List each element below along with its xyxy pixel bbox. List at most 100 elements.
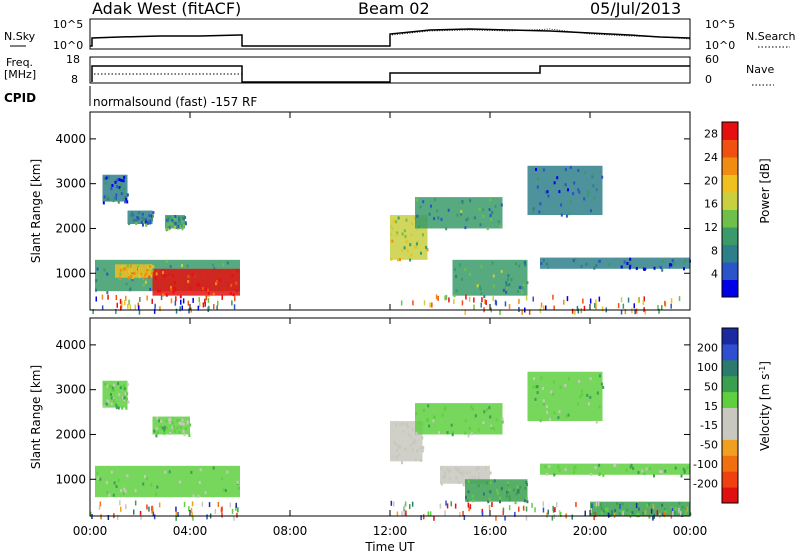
clutter-cell	[234, 296, 236, 302]
clutter-cell	[495, 300, 498, 306]
echo-cell	[592, 184, 595, 188]
echo-cell	[446, 431, 449, 435]
clutter-cell	[542, 507, 545, 513]
echo-cell	[438, 431, 440, 434]
echo-cell	[105, 481, 108, 485]
echo-cell	[182, 429, 185, 433]
echo-cell	[126, 474, 129, 478]
clutter-cell	[175, 511, 177, 517]
echo-cell	[482, 421, 485, 425]
echo-cell	[446, 467, 449, 471]
echo-cell	[166, 215, 169, 219]
clutter-cell	[431, 302, 433, 308]
colorbar-swatch	[722, 375, 738, 393]
colorbar-tick-label: 20	[704, 174, 718, 187]
echo-cell	[114, 401, 117, 405]
echo-cell	[448, 469, 451, 473]
echo-cell	[199, 468, 202, 472]
clutter-cell	[480, 302, 482, 308]
echo-cell	[132, 213, 135, 217]
power-x-ticks	[89, 112, 691, 310]
clutter-cell	[235, 502, 237, 508]
echo-cell	[514, 501, 517, 505]
echo-cell	[144, 218, 147, 222]
echo-cell	[103, 177, 106, 181]
echo-cell	[520, 290, 523, 294]
echo-region	[527, 165, 603, 216]
echo-cell	[626, 262, 629, 265]
echo-cell	[128, 269, 131, 273]
echo-cell	[643, 472, 646, 475]
echo-cell	[553, 181, 556, 185]
echo-cell	[673, 262, 676, 265]
clutter-cell	[658, 308, 660, 314]
echo-cell	[580, 264, 583, 268]
colorbar-frame	[721, 121, 739, 298]
echo-cell	[155, 272, 158, 276]
clutter-cell	[231, 300, 233, 306]
echo-cell	[491, 211, 494, 214]
echo-cell	[236, 480, 239, 484]
clutter-cell	[202, 302, 205, 308]
echo-cell	[553, 473, 556, 477]
echo-cell	[115, 406, 118, 410]
clutter-cell	[518, 298, 520, 304]
clutter-cell	[583, 305, 586, 311]
echo-cell	[168, 418, 171, 422]
clutter-cell	[429, 511, 432, 517]
clutter-cell	[575, 502, 577, 507]
echo-cell	[488, 497, 491, 501]
echo-cell	[157, 289, 160, 293]
echo-cell	[660, 470, 663, 474]
echo-cell	[178, 216, 181, 220]
echo-cell	[177, 224, 180, 228]
echo-cell	[448, 477, 451, 480]
echo-cell	[496, 488, 499, 492]
echo-cell	[490, 424, 493, 428]
echo-cell	[483, 410, 486, 414]
echo-cell	[476, 284, 479, 288]
echo-cell	[477, 428, 480, 432]
echo-cell	[127, 400, 130, 404]
freq-unit: [MHz]	[4, 68, 36, 81]
echo-cell	[95, 279, 98, 283]
echo-cell	[167, 223, 170, 227]
echo-cell	[601, 175, 604, 179]
echo-cell	[526, 500, 529, 504]
echo-cell	[577, 169, 580, 172]
echo-cell	[390, 224, 393, 228]
clutter-cell	[433, 515, 435, 521]
echo-cell	[129, 287, 132, 291]
clutter-cell	[140, 514, 142, 520]
clutter-cell	[485, 300, 487, 305]
echo-cell	[123, 196, 125, 200]
echo-cell	[532, 210, 535, 213]
echo-cell	[96, 471, 99, 475]
velocity-ylabel: Slant Range [km]	[29, 365, 43, 469]
clutter-cell	[128, 299, 130, 305]
echo-cell	[556, 176, 559, 180]
echo-cell	[232, 293, 235, 297]
echo-cell	[489, 471, 492, 475]
echo-cell	[486, 227, 489, 231]
clutter-cell	[99, 501, 102, 507]
clutter-cell	[214, 508, 217, 514]
echo-cell	[130, 275, 133, 278]
echo-cell	[401, 249, 404, 253]
clutter-cell	[571, 308, 574, 314]
clutter-cell	[183, 502, 186, 507]
nsearch-tick-bottom: 10^0	[705, 39, 735, 52]
echo-cell	[122, 267, 125, 271]
cpid-text: normalsound (fast) -157 RF	[93, 95, 257, 109]
clutter-cell	[201, 501, 204, 507]
colorbar-swatch	[722, 359, 738, 377]
echo-cell	[441, 413, 444, 417]
nsky-trace	[90, 28, 691, 47]
echo-cell	[414, 458, 417, 462]
echo-cell	[622, 509, 625, 513]
echo-cell	[125, 406, 128, 410]
clutter-cell	[429, 302, 431, 308]
echo-cell	[121, 406, 124, 410]
echo-cell	[458, 468, 460, 471]
echo-cell	[155, 492, 157, 496]
